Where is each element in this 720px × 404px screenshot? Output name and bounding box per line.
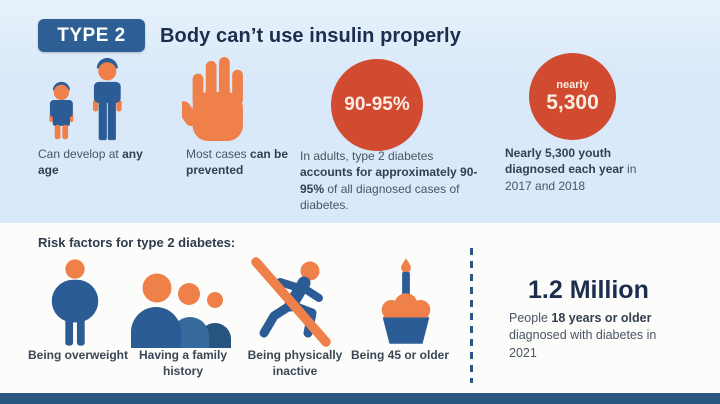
fact-prevented-bold: can be prevented xyxy=(186,147,289,178)
risk-factor-label-45-older: Being 45 or older xyxy=(350,348,450,362)
fact-youth-text: Nearly 5,300 youth diagnosed each year i… xyxy=(505,145,653,194)
physically-inactive-icon xyxy=(251,257,331,347)
adult-child-icon xyxy=(49,57,122,141)
main-title: Body can’t use insulin properly xyxy=(160,25,461,47)
no-symbol-slash xyxy=(251,257,331,347)
risk-factor-label-family-history: Having a family history xyxy=(138,348,228,378)
fact-youth-regular: in 2017 and 2018 xyxy=(505,162,637,193)
stat-desc-bold: 18 years or older xyxy=(551,311,652,325)
risk-factor-label-overweight: Being overweight xyxy=(27,348,128,362)
fact-youth-bold: Nearly 5,300 youth diagnosed each year xyxy=(505,146,624,177)
stat-1-2-million-desc: People 18 years or older diagnosed with … xyxy=(509,310,679,362)
fact-adults-regular-2: of all diagnosed cases of diabetes. xyxy=(300,181,460,212)
fact-adults-text: In adults, type 2 diabetes accounts for … xyxy=(300,148,478,213)
stat-circle-5300: nearly 5,300 xyxy=(529,53,616,140)
stat-circle-90-95-value: 90-95% xyxy=(344,94,410,115)
type-2-badge: TYPE 2 xyxy=(38,19,145,52)
cupcake-icon xyxy=(381,258,431,344)
dashed-divider xyxy=(470,248,473,383)
stat-circle-90-95: 90-95% xyxy=(331,59,423,151)
stat-circle-5300-prefix: nearly xyxy=(556,78,589,91)
fact-develop-text: Can develop at any age xyxy=(38,146,160,179)
hand-icon xyxy=(182,57,243,142)
stat-1-2-million-value: 1.2 Million xyxy=(528,276,649,304)
fact-adults-bold: accounts for approximately 90-95% xyxy=(300,165,478,196)
fact-develop-bold: any age xyxy=(38,147,143,178)
stat-circle-5300-value: 5,300 xyxy=(546,91,599,114)
fact-prevented-text: Most cases can be prevented xyxy=(186,146,294,179)
stat-desc-regular-2: diagnosed with diabetes in 2021 xyxy=(509,328,657,360)
fact-develop-regular: Can develop at xyxy=(38,147,123,161)
family-icon xyxy=(131,273,231,348)
top-section: TYPE 2 Body can’t use insulin properly C… xyxy=(0,0,720,223)
fact-adults-regular: In adults, type 2 diabetes xyxy=(300,149,434,163)
risk-factor-label-inactive: Being physically inactive xyxy=(247,348,343,378)
overweight-person-icon xyxy=(51,259,99,346)
risk-factors-heading: Risk factors for type 2 diabetes: xyxy=(38,235,236,250)
stat-desc-regular: People xyxy=(509,311,552,325)
bottom-bar xyxy=(0,393,720,404)
fact-prevented-regular: Most cases xyxy=(186,147,251,161)
